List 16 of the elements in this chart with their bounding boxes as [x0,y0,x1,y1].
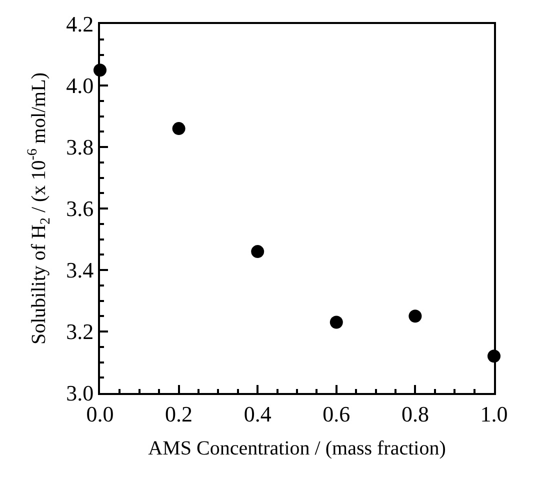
x-axis-title: AMS Concentration / (mass fraction) [148,437,446,460]
y-tick-label: 3.4 [66,258,94,283]
y-tick-label: 3.2 [66,319,94,344]
y-tick-label: 4.2 [66,12,94,37]
x-tick-label: 1.0 [480,401,508,426]
point [172,122,186,136]
point [330,316,343,329]
y-tick-label: 3.6 [66,196,94,222]
y-tick-label: 3.8 [66,134,94,160]
x-tick-label: 0.2 [165,401,193,426]
x-tick-label: 0.8 [401,401,429,426]
y-tick-label: 4.0 [66,73,94,98]
x-tick-label: 0.6 [322,401,350,426]
x-tick-label: 0.4 [244,401,272,426]
point [251,245,264,258]
point [408,310,422,323]
